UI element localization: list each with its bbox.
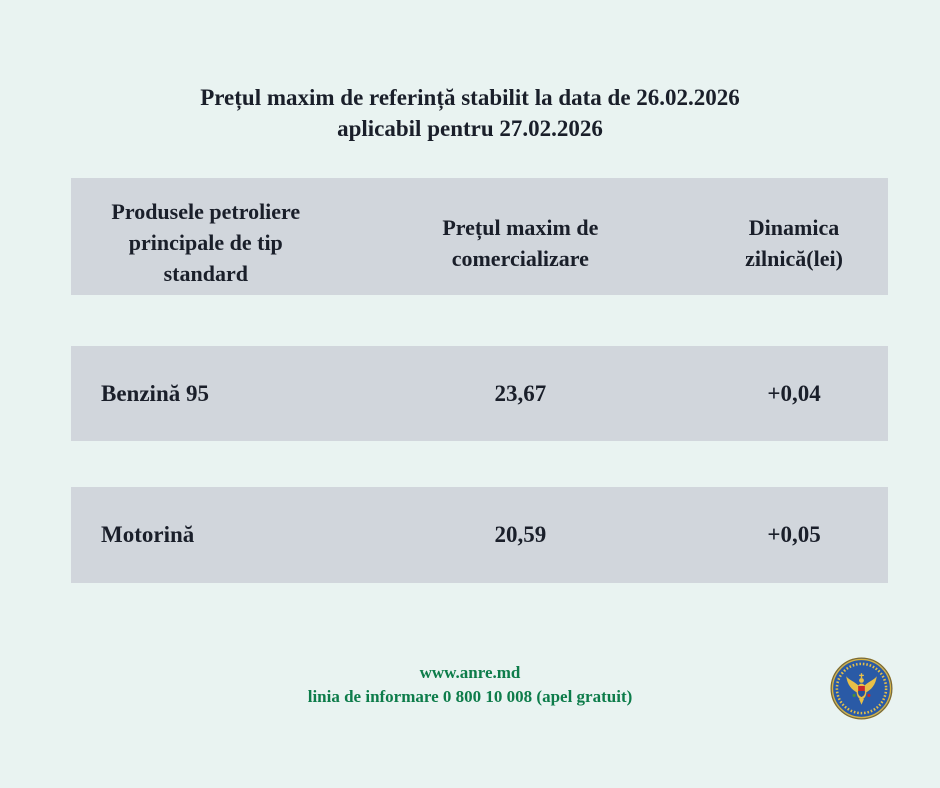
max-price-value: 20,59 <box>494 522 547 547</box>
footer: www.anre.md linia de informare 0 800 10 … <box>0 661 940 709</box>
moldova-coat-of-arms <box>846 673 877 705</box>
product-name: Motorină <box>101 522 195 547</box>
website-url: www.anre.md <box>419 663 521 682</box>
header-cell-daily-dynamic: Dinamica zilnică(lei) <box>700 212 888 274</box>
title-line-1: Prețul maxim de referință stabilit la da… <box>200 85 740 110</box>
seal-gold-ring <box>831 658 892 719</box>
header-cell-products: Produsele petroliere principale de tip s… <box>71 196 341 289</box>
header-cell-max-price: Prețul maxim de comercializare <box>341 212 700 274</box>
anre-seal-logo <box>830 657 893 720</box>
max-price-value: 23,67 <box>494 380 547 406</box>
product-name: Benzină 95 <box>101 380 209 406</box>
info-line: linia de informare 0 800 10 008 (apel gr… <box>307 687 633 706</box>
column-header-max-price: Prețul maxim de comercializare <box>442 214 599 271</box>
table-row-benzina-95: Benzină 95 23,67 +0,04 <box>71 346 888 441</box>
seal-text-ring <box>835 662 888 715</box>
column-header-daily-dynamic: Dinamica zilnică(lei) <box>745 214 843 271</box>
column-header-products: Produsele petroliere principale de tip s… <box>111 199 301 286</box>
daily-dynamic-value: +0,04 <box>767 380 821 406</box>
page-title: Prețul maxim de referință stabilit la da… <box>0 82 940 144</box>
table-row-motorina: Motorină 20,59 +0,05 <box>71 487 888 583</box>
title-line-2: aplicabil pentru 27.02.2026 <box>337 116 603 141</box>
table-header-row: Produsele petroliere principale de tip s… <box>71 178 888 295</box>
daily-dynamic-value: +0,05 <box>767 522 821 547</box>
